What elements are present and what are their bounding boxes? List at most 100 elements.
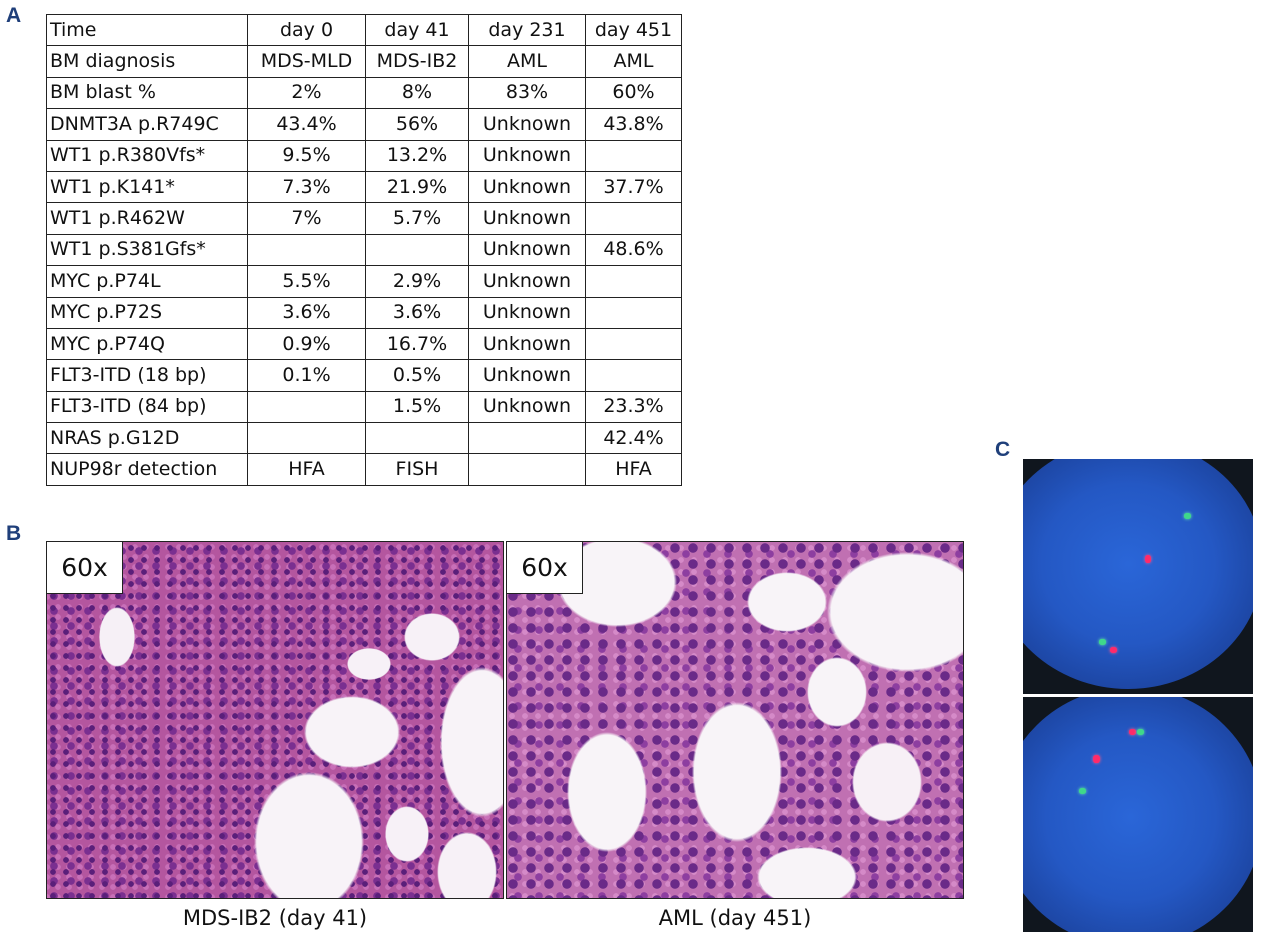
table-row: NRAS p.G12D 42.4% <box>46 422 682 455</box>
value-cell <box>247 233 366 267</box>
value-cell <box>585 202 682 235</box>
table-row: NUP98r detection HFA FISH HFA <box>46 453 682 486</box>
value-cell: 7% <box>247 202 366 235</box>
value-cell: 16.7% <box>365 327 469 361</box>
green-signal <box>1079 788 1086 794</box>
table-row: MYC p.P74Q 0.9% 16.7% Unknown <box>46 327 682 361</box>
row-label-cell: MYC p.P72S <box>46 296 248 329</box>
value-cell: AML <box>468 45 586 78</box>
value-cell: 2% <box>247 76 366 110</box>
value-cell: Unknown <box>468 170 586 204</box>
table-row: BM diagnosis MDS-MLD MDS-IB2 AML AML <box>46 45 682 78</box>
histology-caption: MDS-IB2 (day 41) <box>182 906 368 930</box>
header-cell: day 41 <box>365 13 469 47</box>
table-row: WT1 p.R380Vfs* 9.5% 13.2% Unknown <box>46 139 682 172</box>
value-cell <box>365 422 469 455</box>
table-row: WT1 p.S381Gfs* Unknown 48.6% <box>46 233 682 267</box>
value-cell: 0.9% <box>247 327 366 361</box>
mutation-table: Time day 0 day 41 day 231 day 451 BM dia… <box>46 13 682 486</box>
table-row: WT1 p.R462W 7% 5.7% Unknown <box>46 202 682 235</box>
value-cell: 37.7% <box>585 170 682 204</box>
value-cell: 56% <box>365 108 469 141</box>
histology-image-mds-ib2: 60x <box>46 541 504 899</box>
row-label-cell: NRAS p.G12D <box>46 422 248 455</box>
value-cell: Unknown <box>468 202 586 235</box>
value-cell: 83% <box>468 76 586 110</box>
table-row: MYC p.P74L 5.5% 2.9% Unknown <box>46 265 682 298</box>
green-signal <box>1137 729 1144 735</box>
value-cell: 9.5% <box>247 139 366 172</box>
value-cell: 42.4% <box>585 422 682 455</box>
value-cell <box>585 359 682 392</box>
value-cell <box>247 422 366 455</box>
table-row: BM blast % 2% 8% 83% 60% <box>46 76 682 110</box>
green-signal <box>1099 639 1106 645</box>
value-cell <box>585 296 682 329</box>
value-cell: AML <box>585 45 682 78</box>
nucleus <box>1023 697 1253 932</box>
value-cell <box>365 233 469 267</box>
value-cell: 60% <box>585 76 682 110</box>
panel-letter-a: A <box>6 4 22 27</box>
fish-image-top <box>1023 459 1253 694</box>
table-header-row: Time day 0 day 41 day 231 day 451 <box>46 13 682 47</box>
row-label-cell: BM diagnosis <box>46 45 248 78</box>
value-cell: Unknown <box>468 359 586 392</box>
row-label-cell: BM blast % <box>46 76 248 110</box>
value-cell <box>247 390 366 424</box>
value-cell: 0.5% <box>365 359 469 392</box>
value-cell: Unknown <box>468 296 586 329</box>
row-label-cell: WT1 p.R380Vfs* <box>46 139 248 172</box>
red-signal <box>1110 647 1117 653</box>
value-cell: 1.5% <box>365 390 469 424</box>
value-cell: HFA <box>247 453 366 486</box>
magnification-label: 60x <box>47 542 123 594</box>
value-cell: Unknown <box>468 390 586 424</box>
red-signal <box>1093 755 1100 763</box>
nucleus <box>1023 459 1253 689</box>
value-cell: 43.4% <box>247 108 366 141</box>
table-row: WT1 p.K141* 7.3% 21.9% Unknown 37.7% <box>46 170 682 204</box>
value-cell: Unknown <box>468 233 586 267</box>
row-label-cell: WT1 p.R462W <box>46 202 248 235</box>
value-cell <box>585 327 682 361</box>
row-label-cell: DNMT3A p.R749C <box>46 108 248 141</box>
red-signal <box>1145 555 1151 563</box>
value-cell: 8% <box>365 76 469 110</box>
magnification-label: 60x <box>507 542 583 594</box>
value-cell: Unknown <box>468 108 586 141</box>
value-cell: 21.9% <box>365 170 469 204</box>
green-signal <box>1184 513 1191 519</box>
row-label-cell: MYC p.P74L <box>46 265 248 298</box>
histology-caption: AML (day 451) <box>658 906 812 930</box>
value-cell: 2.9% <box>365 265 469 298</box>
row-label-cell: NUP98r detection <box>46 453 248 486</box>
value-cell <box>468 453 586 486</box>
red-signal <box>1129 729 1136 735</box>
value-cell: 13.2% <box>365 139 469 172</box>
table-row: FLT3-ITD (84 bp) 1.5% Unknown 23.3% <box>46 390 682 424</box>
row-label-cell: FLT3-ITD (18 bp) <box>46 359 248 392</box>
value-cell: 3.6% <box>365 296 469 329</box>
row-label-cell: MYC p.P74Q <box>46 327 248 361</box>
row-label-cell: FLT3-ITD (84 bp) <box>46 390 248 424</box>
header-cell: day 451 <box>585 13 682 47</box>
panel-letter-c: C <box>995 438 1011 461</box>
value-cell: 5.5% <box>247 265 366 298</box>
value-cell: MDS-IB2 <box>365 45 469 78</box>
value-cell: HFA <box>585 453 682 486</box>
table-row: FLT3-ITD (18 bp) 0.1% 0.5% Unknown <box>46 359 682 392</box>
value-cell: 48.6% <box>585 233 682 267</box>
histology-image-aml: 60x <box>506 541 964 899</box>
mutation-table-body: Time day 0 day 41 day 231 day 451 BM dia… <box>46 13 682 486</box>
panel-letter-b: B <box>6 522 22 545</box>
header-cell: day 0 <box>247 13 366 47</box>
value-cell <box>468 422 586 455</box>
fish-image-bottom <box>1023 697 1253 932</box>
row-label-cell: WT1 p.K141* <box>46 170 248 204</box>
value-cell: FISH <box>365 453 469 486</box>
table-row: DNMT3A p.R749C 43.4% 56% Unknown 43.8% <box>46 108 682 141</box>
header-cell: Time <box>46 13 248 47</box>
value-cell: 43.8% <box>585 108 682 141</box>
value-cell: Unknown <box>468 265 586 298</box>
